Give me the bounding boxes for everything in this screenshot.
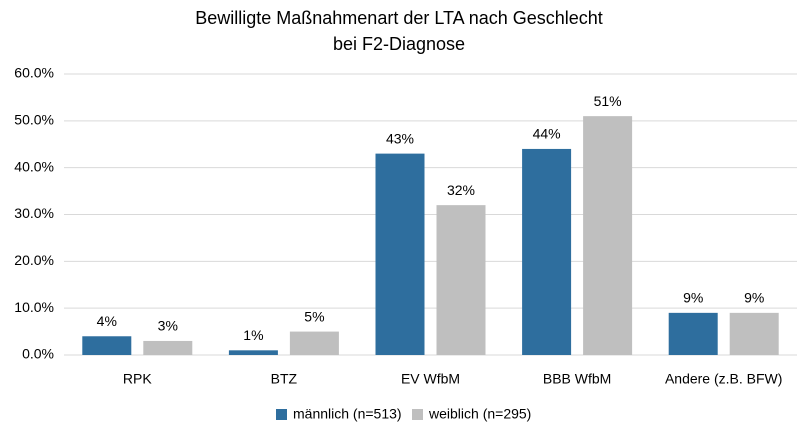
bar xyxy=(82,336,132,355)
bar xyxy=(668,312,718,355)
y-tick-label: 30.0% xyxy=(14,205,54,221)
x-tick-label: Andere (z.B. BFW) xyxy=(665,371,782,387)
chart-title: Bewilligte Maßnahmenart der LTA nach Ges… xyxy=(195,8,603,28)
bar xyxy=(375,153,425,355)
chart-title: bei F2-Diagnose xyxy=(333,34,465,54)
y-tick-label: 10.0% xyxy=(14,299,54,315)
legend-swatch xyxy=(412,409,423,420)
data-label: 3% xyxy=(158,318,178,334)
data-label: 32% xyxy=(447,182,475,198)
y-tick-label: 50.0% xyxy=(14,112,54,128)
legend-label: weiblich (n=295) xyxy=(428,406,531,422)
data-label: 1% xyxy=(243,327,263,343)
data-label: 43% xyxy=(386,130,414,146)
x-tick-label: BTZ xyxy=(271,371,298,387)
legend-swatch xyxy=(276,409,287,420)
y-tick-label: 20.0% xyxy=(14,252,54,268)
y-tick-label: 40.0% xyxy=(14,158,54,174)
x-tick-label: EV WfbM xyxy=(401,371,460,387)
y-tick-label: 0.0% xyxy=(22,346,54,362)
bar xyxy=(729,312,779,355)
data-label: 44% xyxy=(533,126,561,142)
data-label: 4% xyxy=(97,313,117,329)
bar xyxy=(228,350,278,355)
x-tick-label: RPK xyxy=(123,371,152,387)
bar xyxy=(522,148,572,355)
bar xyxy=(583,116,633,356)
y-tick-label: 60.0% xyxy=(14,65,54,81)
bar xyxy=(143,340,193,355)
data-label: 9% xyxy=(744,290,764,306)
legend-label: männlich (n=513) xyxy=(293,406,402,422)
data-label: 9% xyxy=(683,290,703,306)
bar xyxy=(436,205,486,355)
data-label: 51% xyxy=(594,93,622,109)
x-tick-label: BBB WfbM xyxy=(543,371,611,387)
bar xyxy=(289,331,339,355)
data-label: 5% xyxy=(304,308,324,324)
